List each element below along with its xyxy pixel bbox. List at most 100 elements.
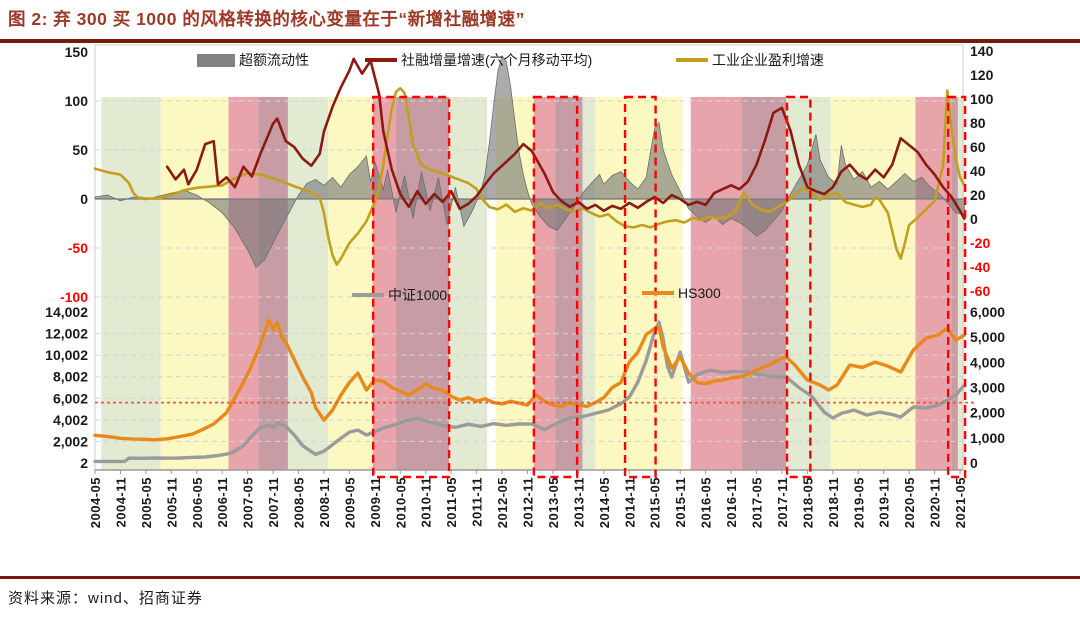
- axis-tick-label: -60: [970, 283, 990, 299]
- x-axis-date-label: 2010-05: [393, 477, 408, 528]
- x-axis-date-label: 2015-05: [648, 477, 663, 528]
- regime-band-pink: [915, 97, 952, 470]
- highlight-box: [623, 95, 657, 479]
- x-axis-date-label: 2011-05: [444, 477, 459, 528]
- axis-tick-label: 12,002: [45, 326, 88, 342]
- axis-tick-label: 2: [80, 455, 88, 471]
- legend-label: 工业企业盈利增速: [712, 52, 824, 68]
- regime-band-green: [287, 97, 329, 470]
- x-axis-date-label: 2004-11: [113, 477, 128, 528]
- axis-tick-label: -100: [60, 289, 88, 305]
- axis-tick-label: 40: [970, 163, 986, 179]
- x-axis-date-label: 2006-05: [190, 477, 205, 528]
- regime-band-mauve: [555, 97, 583, 470]
- legend-item-2: 社融增量增速(六个月移动平均): [365, 50, 592, 70]
- x-axis-date-label: 2008-11: [317, 477, 332, 528]
- regime-band-pink: [533, 97, 556, 470]
- regime-band-yellow: [328, 97, 373, 470]
- x-axis-date-label: 2018-11: [826, 477, 841, 528]
- axis-tick-label: 120: [970, 67, 994, 83]
- axis-tick-label: 6,002: [53, 390, 88, 406]
- axis-tick-label: -40: [970, 259, 990, 275]
- series-area-excess-liquidity: [94, 54, 965, 269]
- x-axis-date-label: 2014-11: [622, 477, 637, 528]
- source-note: 资料来源：wind、招商证券: [8, 590, 203, 607]
- regime-band-green: [449, 97, 488, 470]
- axis-tick-label: 14,002: [45, 304, 88, 320]
- x-axis-date-label: 2014-05: [597, 477, 612, 528]
- legend-label: 社融增量增速(六个月移动平均): [401, 52, 593, 68]
- x-axis-date-label: 2011-11: [470, 477, 485, 527]
- x-axis-date-label: 2021-05: [953, 477, 968, 528]
- x-axis-date-label: 2007-11: [266, 477, 281, 528]
- regime-band-pink: [690, 97, 742, 470]
- x-axis-date-label: 2009-05: [342, 477, 357, 528]
- legend-item-1: 中证1000: [352, 285, 447, 305]
- highlight-box: [946, 95, 967, 479]
- bottom-panel-legend: 中证1000 HS300: [0, 285, 1080, 303]
- axis-tick-label: 1,000: [970, 430, 1005, 446]
- highlight-box: [371, 95, 451, 479]
- x-axis-date-label: 2005-05: [139, 477, 154, 528]
- x-axis-date-label: 2010-11: [419, 477, 434, 528]
- highlight-box: [785, 95, 812, 479]
- axis-tick-label: 2,002: [53, 433, 88, 449]
- regime-band-mauve: [951, 97, 958, 470]
- legend-swatch-box: [197, 53, 235, 67]
- regime-band-mauve: [741, 97, 787, 470]
- axis-tick-label: 0: [970, 455, 978, 471]
- axis-tick-label: 4,000: [970, 354, 1005, 370]
- legend-swatch-line: [365, 58, 397, 62]
- series-line-工业企业盈利增速: [93, 86, 966, 266]
- axis-tick-label: 50: [72, 142, 88, 158]
- x-axis-date-label: 2013-05: [546, 477, 561, 528]
- x-axis-date-label: 2020-11: [928, 477, 943, 528]
- axis-tick-label: 20: [970, 187, 986, 203]
- legend-label: 中证1000: [388, 287, 448, 303]
- regime-band-green: [101, 97, 161, 470]
- regime-band-yellow: [160, 97, 229, 470]
- footer-rule: [0, 576, 1080, 579]
- legend-swatch-line: [642, 291, 674, 295]
- x-axis-date-label: 2008-05: [292, 477, 307, 528]
- regime-band-yellow: [595, 97, 683, 470]
- legend-label: 超额流动性: [239, 52, 309, 68]
- x-axis-date-label: 2005-11: [164, 477, 179, 528]
- axis-tick-label: 150: [65, 44, 89, 60]
- x-axis-date-label: 2017-05: [749, 477, 764, 528]
- axis-tick-label: 100: [970, 91, 994, 107]
- axis-tick-label: 4,002: [53, 412, 88, 428]
- regime-band-yellow: [830, 97, 916, 470]
- x-axis-date-label: 2007-05: [241, 477, 256, 528]
- top-panel-legend: 超额流动性 社融增量增速(六个月移动平均) 工业企业盈利增速: [0, 50, 1080, 68]
- legend-item-2: HS300: [642, 285, 721, 301]
- legend-item-3: 工业企业盈利增速: [676, 50, 824, 70]
- legend-swatch-line: [352, 293, 384, 297]
- x-axis-date-label: 2020-05: [902, 477, 917, 528]
- legend-swatch-line: [676, 58, 708, 62]
- x-axis-date-label: 2013-11: [571, 477, 586, 528]
- regime-band-pink: [228, 97, 259, 470]
- x-axis-date-label: 2015-11: [673, 477, 688, 528]
- x-axis-date-label: 2016-11: [724, 477, 739, 528]
- series-line-社融增量增速(六个月移动平均): [165, 57, 966, 220]
- highlight-box: [532, 95, 579, 479]
- regime-band-mauve: [396, 97, 450, 470]
- x-axis-date-label: 2017-11: [775, 477, 790, 528]
- axis-tick-label: -20: [970, 235, 990, 251]
- x-axis-date-label: 2006-11: [215, 477, 230, 528]
- legend-label: HS300: [678, 285, 721, 301]
- x-axis-date-label: 2016-05: [699, 477, 714, 528]
- axis-tick-label: 8,002: [53, 369, 88, 385]
- axis-tick-label: 0: [970, 211, 978, 227]
- figure-title: 图 2: 弃 300 买 1000 的风格转换的核心变量在于“新增社融增速”: [8, 9, 525, 29]
- x-axis-date-label: 2019-11: [877, 477, 892, 528]
- legend-item-1: 超额流动性: [197, 50, 309, 70]
- x-axis-date-label: 2009-11: [368, 477, 383, 528]
- axis-tick-label: 6,000: [970, 304, 1005, 320]
- axis-tick-label: 2,000: [970, 405, 1005, 421]
- axis-tick-label: 80: [970, 115, 986, 131]
- series-line-中证1000: [93, 320, 966, 464]
